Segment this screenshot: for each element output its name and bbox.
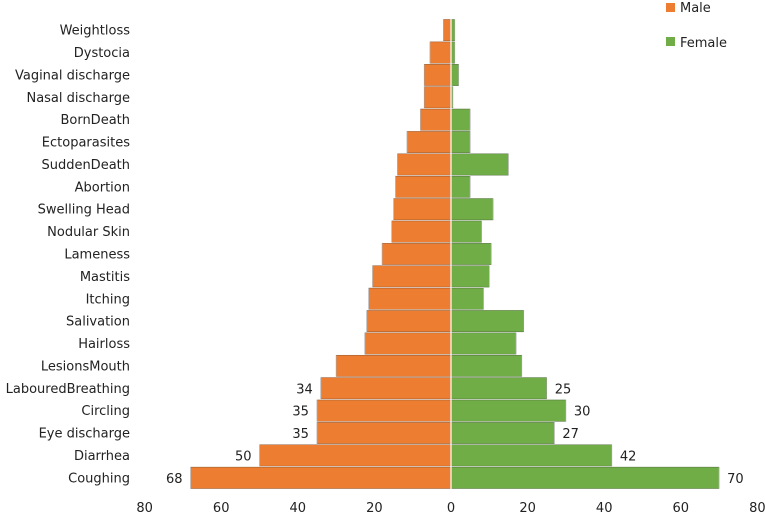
category-label-ectoparasites: Ectoparasites [42, 136, 130, 151]
data-label-male-labouredbreathing: 34 [296, 382, 313, 397]
bar-male-nodular-skin [391, 220, 452, 244]
data-label-female-diarrhea: 42 [620, 449, 637, 464]
legend-swatch-female [666, 37, 675, 46]
bar-female-ectoparasites [450, 130, 471, 154]
category-label-borndeath: BornDeath [60, 113, 130, 128]
bar-female-nodular-skin [450, 220, 482, 244]
bar-female-labouredbreathing [450, 376, 548, 400]
data-label-female-coughing: 70 [727, 472, 744, 487]
bar-male-labouredbreathing [320, 376, 452, 400]
bar-male-lesionsmouth [335, 354, 452, 378]
category-label-nodular-skin: Nodular Skin [47, 225, 130, 240]
category-label-dystocia: Dystocia [74, 46, 130, 61]
bar-female-vaginal-discharge [450, 63, 459, 87]
data-label-female-circling: 30 [574, 405, 591, 420]
category-label-itching: Itching [86, 292, 130, 307]
x-tick-label: 60 [213, 501, 230, 516]
bar-female-suddendeath [450, 152, 509, 176]
category-label-lameness: Lameness [64, 248, 130, 263]
x-tick-label: 0 [447, 501, 455, 516]
x-tick-label: 40 [596, 501, 613, 516]
bar-female-hairloss [450, 332, 517, 356]
category-labels-group: Weightloss Dystocia Vaginal discharge Nasal… [6, 24, 131, 487]
x-tick-label: 80 [749, 501, 765, 516]
category-label-swelling-head: Swelling Head [38, 203, 130, 218]
x-tick-label: 80 [136, 501, 153, 516]
bar-male-coughing [190, 466, 452, 490]
category-label-eye-discharge: Eye discharge [39, 427, 130, 442]
bar-female-swelling-head [450, 197, 494, 221]
bar-male-vaginal-discharge [423, 63, 452, 87]
bar-male-ectoparasites [406, 130, 452, 154]
bar-female-circling [450, 399, 567, 423]
legend: Male Female [666, 1, 727, 51]
x-tick-label: 40 [290, 501, 307, 516]
data-label-female-labouredbreathing: 25 [555, 382, 572, 397]
bar-female-eye-discharge [450, 421, 555, 445]
bar-male-weightloss [443, 18, 452, 42]
x-axis-ticks-group: 80 60 40 20 0 20 40 60 80 [136, 501, 765, 516]
data-label-female-eye-discharge: 27 [562, 427, 579, 442]
category-label-weightloss: Weightloss [60, 24, 131, 39]
bar-male-borndeath [420, 108, 452, 132]
bar-female-abortion [450, 175, 471, 199]
bar-male-abortion [395, 175, 452, 199]
category-label-suddendeath: SuddenDeath [41, 158, 130, 173]
bar-male-mastitis [372, 264, 452, 288]
data-label-male-diarrhea: 50 [235, 449, 252, 464]
bar-female-borndeath [450, 108, 471, 132]
data-label-male-eye-discharge: 35 [292, 427, 309, 442]
category-label-lesionsmouth: LesionsMouth [41, 359, 130, 374]
x-tick-label: 20 [519, 501, 536, 516]
category-label-diarrhea: Diarrhea [74, 449, 130, 464]
bar-female-salivation [450, 309, 525, 333]
bar-female-itching [450, 287, 484, 311]
bar-male-circling [316, 399, 452, 423]
bar-male-suddendeath [397, 152, 452, 176]
bar-female-mastitis [450, 264, 490, 288]
bar-female-coughing [450, 466, 720, 490]
legend-label-female: Female [680, 36, 727, 51]
bar-male-lameness [381, 242, 452, 266]
bar-female-lameness [450, 242, 492, 266]
bar-male-dystocia [429, 41, 452, 65]
bar-male-diarrhea [259, 443, 452, 467]
bar-male-nasal-discharge [423, 85, 452, 109]
bar-female-lesionsmouth [450, 354, 523, 378]
category-label-hairloss: Hairloss [78, 337, 130, 352]
category-label-mastitis: Mastitis [80, 270, 130, 285]
legend-label-male: Male [680, 1, 711, 16]
x-tick-label: 60 [673, 501, 690, 516]
bar-male-hairloss [364, 332, 452, 356]
bar-male-swelling-head [393, 197, 452, 221]
bar-female-diarrhea [450, 443, 613, 467]
category-label-abortion: Abortion [75, 180, 130, 195]
category-label-coughing: Coughing [68, 471, 130, 486]
legend-swatch-male [666, 3, 675, 12]
data-labels-group: 34 25 35 30 35 27 50 42 68 70 [166, 382, 744, 487]
category-label-salivation: Salivation [66, 315, 130, 330]
x-tick-label: 20 [366, 501, 383, 516]
category-label-nasal-discharge: Nasal discharge [26, 91, 130, 106]
bar-male-salivation [366, 309, 452, 333]
data-label-male-circling: 35 [292, 405, 309, 420]
category-label-circling: Circling [81, 404, 130, 419]
bar-male-itching [368, 287, 452, 311]
bar-male-eye-discharge [316, 421, 452, 445]
category-label-labouredbreathing: LabouredBreathing [6, 382, 130, 397]
data-label-male-coughing: 68 [166, 472, 183, 487]
category-label-vaginal-discharge: Vaginal discharge [15, 68, 130, 83]
bars-group [190, 18, 720, 490]
